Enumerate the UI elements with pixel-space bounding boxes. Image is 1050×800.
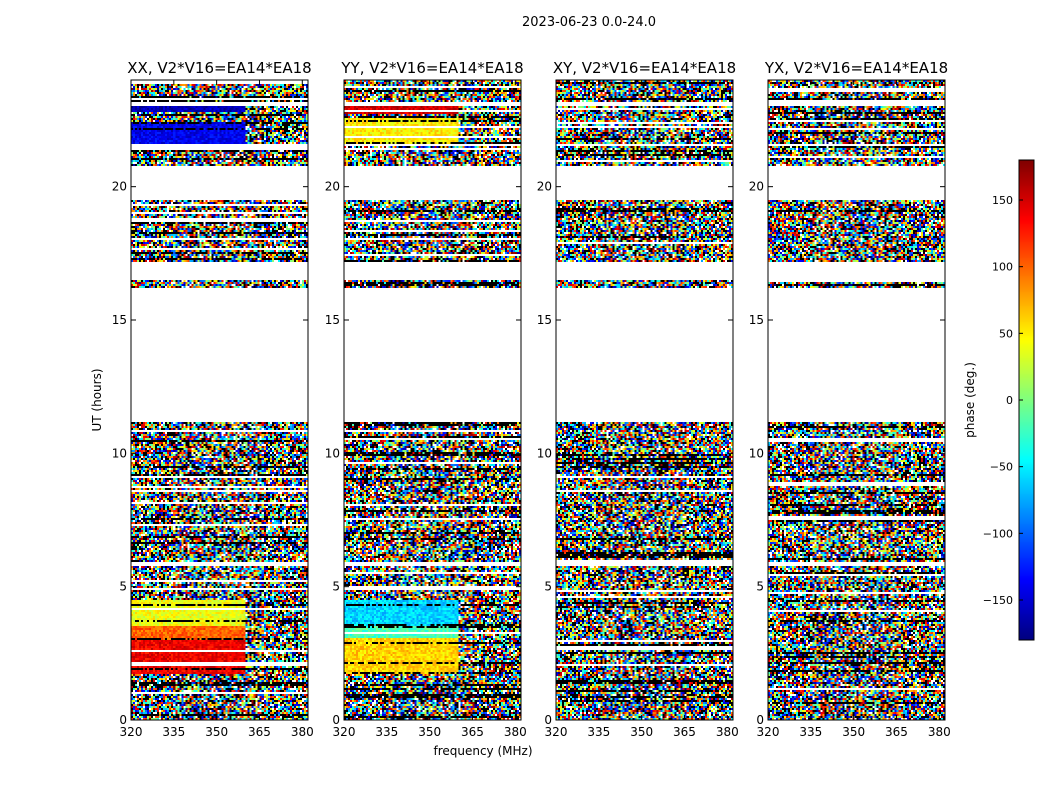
- y-tick-label: 20: [749, 180, 764, 194]
- x-tick-label: 380: [716, 725, 739, 739]
- x-tick-label: 380: [291, 725, 314, 739]
- y-tick-label: 0: [332, 713, 340, 727]
- y-tick-label: 10: [112, 446, 127, 460]
- x-tick-label: 350: [842, 725, 865, 739]
- panel-frame: [767, 79, 946, 721]
- y-tick-label: 15: [749, 313, 764, 327]
- phase-raster: [768, 80, 945, 720]
- x-tick-label: 365: [885, 725, 908, 739]
- y-tick-label: 20: [537, 180, 552, 194]
- x-tick-label: 320: [545, 725, 568, 739]
- x-tick-label: 350: [205, 725, 228, 739]
- x-tick-label: 335: [799, 725, 822, 739]
- phase-raster: [556, 80, 733, 720]
- x-tick-label: 335: [162, 725, 185, 739]
- panel-title: XX, V2*V16=EA14*EA18: [127, 59, 311, 77]
- panel-yy: YY, V2*V16=EA14*EA18 320 335 350 365 380 0 5 10 1…: [325, 59, 527, 739]
- phase-raster: [344, 80, 521, 720]
- y-tick-label: 15: [325, 313, 340, 327]
- y-tick-label: 5: [756, 580, 764, 594]
- y-tick-label: 15: [537, 313, 552, 327]
- x-tick-label: 335: [375, 725, 398, 739]
- x-tick-label: 365: [248, 725, 271, 739]
- x-tick-label: 320: [757, 725, 780, 739]
- x-axis-label: frequency (MHz): [433, 744, 532, 758]
- y-tick-label: 5: [119, 580, 127, 594]
- figure-title: 2023-06-23 0.0-24.0: [522, 15, 656, 30]
- x-tick-label: 350: [418, 725, 441, 739]
- colorbar-gradient: [1019, 160, 1034, 640]
- y-tick-label: 0: [756, 713, 764, 727]
- colorbar-tick-label: 0: [1006, 394, 1013, 407]
- y-tick-label: 5: [332, 580, 340, 594]
- panel-title: XY, V2*V16=EA14*EA18: [553, 59, 736, 77]
- panel-title: YY, V2*V16=EA14*EA18: [340, 59, 523, 77]
- y-tick-label: 10: [537, 446, 552, 460]
- x-tick-label: 380: [928, 725, 951, 739]
- colorbar: 150 100 50 0 −50 −100 −150: [983, 159, 1035, 641]
- x-tick-label: 380: [504, 725, 527, 739]
- colorbar-tick-label: −50: [990, 461, 1013, 474]
- y-axis-label: UT (hours): [90, 368, 104, 431]
- y-tick-label: 20: [112, 180, 127, 194]
- y-tick-label: 20: [325, 180, 340, 194]
- y-tick-label: 0: [119, 713, 127, 727]
- y-tick-label: 10: [325, 446, 340, 460]
- panel-frame: [130, 79, 309, 721]
- x-tick-label: 365: [461, 725, 484, 739]
- colorbar-label: phase (deg.): [963, 362, 977, 438]
- panel-yx: YX, V2*V16=EA14*EA18 320 335 350 365 380 0 5 10 1…: [749, 59, 951, 739]
- panels-group: XX, V2*V16=EA14*EA18 320 335 350 365 380 0 5 10 1…: [112, 59, 951, 739]
- x-tick-label: 320: [120, 725, 143, 739]
- phase-raster: [131, 80, 308, 720]
- colorbar-tick-label: 150: [992, 194, 1013, 207]
- x-tick-label: 320: [333, 725, 356, 739]
- y-tick-label: 0: [544, 713, 552, 727]
- colorbar-tick-label: 50: [999, 327, 1013, 340]
- colorbar-tick-label: −100: [983, 527, 1013, 540]
- panel-frame: [555, 79, 734, 721]
- x-tick-label: 350: [630, 725, 653, 739]
- panel-xy: XY, V2*V16=EA14*EA18 320 335 350 365 380 0 5 10 1…: [537, 59, 739, 739]
- panel-frame: [343, 79, 522, 721]
- colorbar-tick-label: −150: [983, 594, 1013, 607]
- panel-title: YX, V2*V16=EA14*EA18: [764, 59, 948, 77]
- x-tick-label: 335: [587, 725, 610, 739]
- y-tick-label: 10: [749, 446, 764, 460]
- x-tick-label: 365: [673, 725, 696, 739]
- y-tick-label: 5: [544, 580, 552, 594]
- y-tick-label: 15: [112, 313, 127, 327]
- panel-xx: XX, V2*V16=EA14*EA18 320 335 350 365 380 0 5 10 1…: [112, 59, 314, 739]
- colorbar-tick-label: 100: [992, 261, 1013, 274]
